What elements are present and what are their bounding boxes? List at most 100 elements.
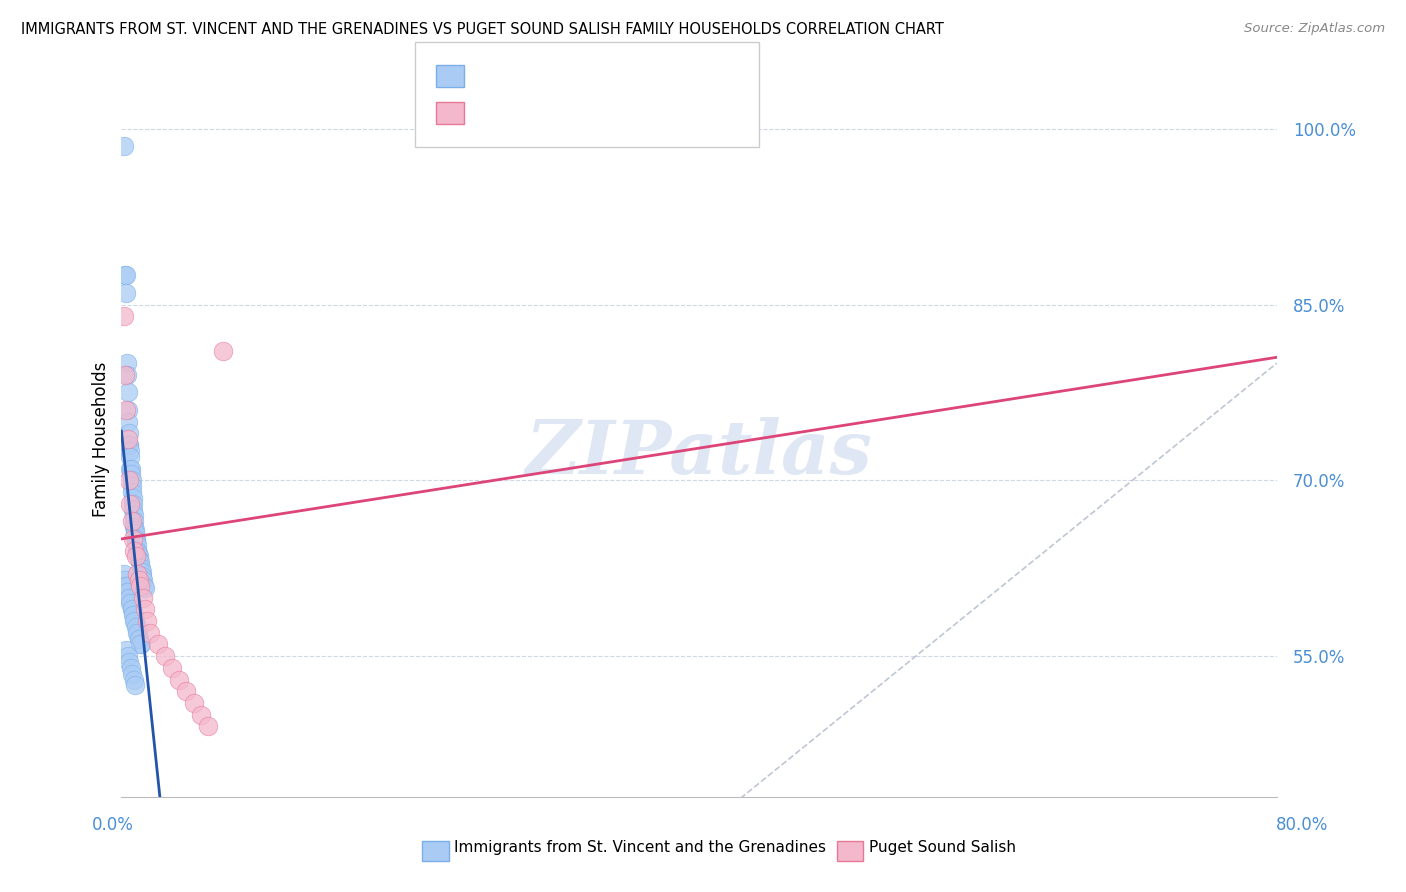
Point [122, 508, 145, 523]
Point [190, 707, 212, 722]
Text: Source: ZipAtlas.com: Source: ZipAtlas.com [1244, 22, 1385, 36]
Point [183, 696, 205, 710]
Text: Immigrants from St. Vincent and the Grenadines: Immigrants from St. Vincent and the Gren… [454, 840, 827, 855]
Point [121, 473, 143, 487]
Point [132, 579, 155, 593]
Point [118, 438, 141, 452]
Point [120, 497, 142, 511]
Point [120, 596, 142, 610]
Point [128, 549, 150, 564]
Point [120, 461, 142, 475]
Point [114, 268, 136, 283]
Point [125, 620, 148, 634]
Point [115, 356, 138, 370]
Point [131, 569, 153, 583]
Point [115, 643, 138, 657]
Point [211, 344, 233, 359]
Point [122, 514, 145, 528]
Point [121, 602, 143, 616]
Point [115, 285, 138, 300]
Point [118, 444, 141, 458]
Point [124, 520, 146, 534]
Y-axis label: Family Households: Family Households [93, 361, 110, 517]
Point [124, 614, 146, 628]
Point [118, 591, 141, 605]
Point [112, 567, 135, 582]
Point [132, 591, 155, 605]
Point [134, 602, 156, 616]
Text: IMMIGRANTS FROM ST. VINCENT AND THE GRENADINES VS PUGET SOUND SALISH FAMILY HOUS: IMMIGRANTS FROM ST. VINCENT AND THE GREN… [21, 22, 943, 37]
Point [120, 661, 142, 675]
Text: ZIPatlas: ZIPatlas [526, 417, 873, 490]
Point [117, 649, 139, 664]
Text: R = 0.062   N = 73: R = 0.062 N = 73 [474, 67, 631, 85]
Point [115, 403, 138, 417]
Point [131, 565, 153, 579]
Point [128, 632, 150, 646]
Point [122, 608, 145, 623]
Point [122, 532, 145, 546]
Point [136, 614, 159, 628]
Point [124, 543, 146, 558]
Point [197, 719, 219, 733]
Point [167, 673, 190, 687]
Point [115, 584, 138, 599]
Point [118, 438, 141, 452]
Point [127, 567, 149, 582]
Point [120, 467, 142, 482]
Point [146, 637, 169, 651]
Point [117, 584, 139, 599]
Point [118, 473, 141, 487]
Point [127, 543, 149, 558]
Point [129, 637, 152, 651]
Point [118, 591, 141, 605]
Point [128, 632, 150, 646]
Point [121, 485, 143, 500]
Point [114, 579, 136, 593]
Point [117, 403, 139, 417]
Point [129, 555, 152, 569]
Point [124, 532, 146, 546]
Text: R = 0.362   N = 26: R = 0.362 N = 26 [474, 104, 631, 122]
Point [153, 649, 176, 664]
Point [122, 608, 145, 623]
Point [118, 426, 141, 441]
Point [160, 661, 183, 675]
Point [120, 461, 142, 475]
Point [115, 368, 138, 382]
Point [129, 579, 152, 593]
Point [127, 546, 149, 560]
Point [125, 534, 148, 549]
Point [112, 310, 135, 324]
Point [118, 655, 141, 669]
Point [121, 602, 143, 616]
Point [129, 561, 152, 575]
Point [129, 637, 152, 651]
Point [127, 625, 149, 640]
Point [122, 673, 145, 687]
Point [121, 666, 143, 681]
Point [125, 620, 148, 634]
Point [122, 497, 145, 511]
Point [127, 625, 149, 640]
Point [115, 579, 138, 593]
Point [114, 573, 136, 587]
Point [121, 479, 143, 493]
Point [124, 526, 146, 541]
Point [128, 553, 150, 567]
Point [124, 678, 146, 692]
Point [117, 385, 139, 400]
Point [117, 433, 139, 447]
Point [139, 625, 162, 640]
Point [124, 614, 146, 628]
Point [121, 514, 143, 528]
Point [122, 502, 145, 516]
Point [176, 684, 198, 698]
Point [120, 450, 142, 464]
Point [125, 538, 148, 552]
Point [132, 573, 155, 587]
Point [112, 139, 135, 153]
Point [117, 415, 139, 429]
Point [114, 368, 136, 382]
Point [120, 596, 142, 610]
